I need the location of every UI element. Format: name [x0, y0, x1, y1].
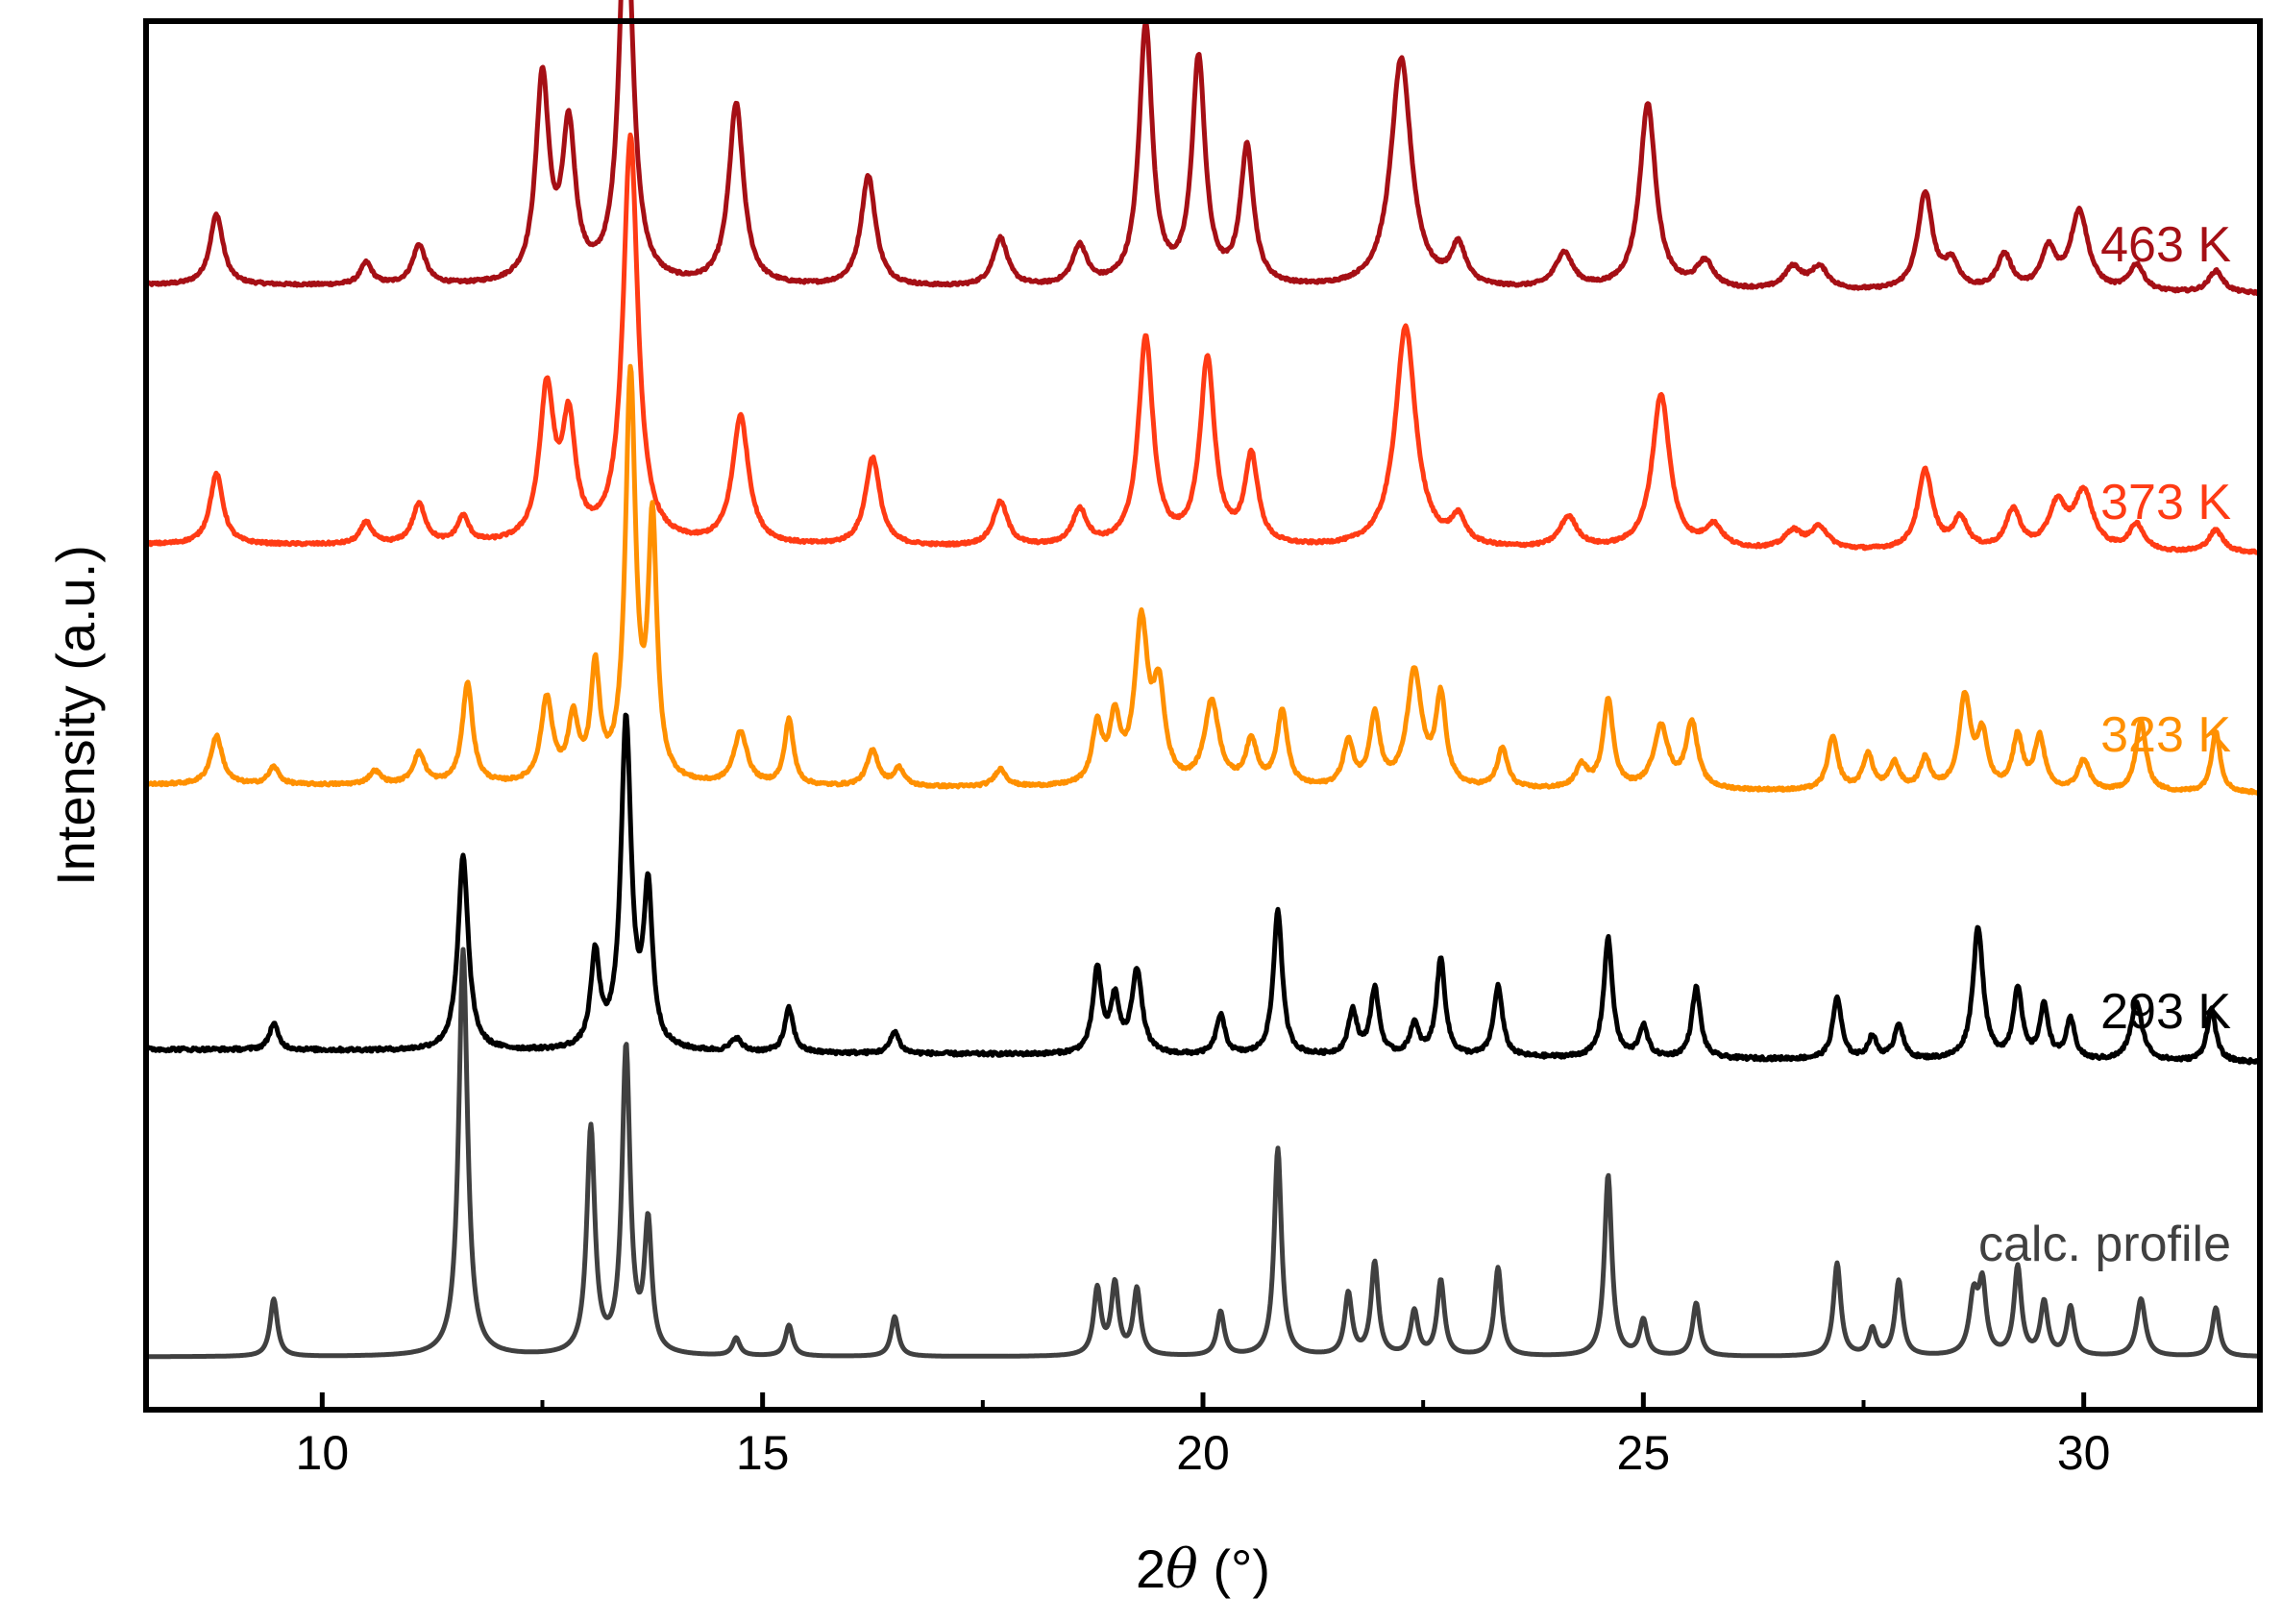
series-label-2: 323 K: [2100, 707, 2231, 763]
series-line-2: [144, 363, 2262, 796]
x-ticks: 10 15 20 25 30: [296, 1392, 2111, 1480]
x-tick-label: 10: [296, 1426, 350, 1480]
series-label-0: 463 K: [2100, 217, 2231, 273]
x-axis-title: 2θ (°): [1136, 1538, 1270, 1601]
x-tick-label: 15: [736, 1426, 790, 1480]
x-tick-label: 30: [2057, 1426, 2111, 1480]
x-tick-label: 25: [1617, 1426, 1671, 1480]
series-line-3: [144, 712, 2263, 1066]
series-label-1: 373 K: [2100, 475, 2231, 530]
series-line-1: [144, 132, 2262, 555]
x-tick-label: 20: [1176, 1426, 1230, 1480]
series-labels: 463 K 373 K 323 K 293 K calc. profile: [1978, 217, 2231, 1272]
series-layer: [144, 0, 2263, 1360]
plot-frame: [143, 18, 2263, 1413]
series-label-3: 293 K: [2100, 984, 2231, 1040]
series-line-0: [144, 0, 2263, 296]
series-line-4: [144, 947, 2262, 1360]
y-axis-title: Intensity (a.u.): [45, 545, 106, 886]
series-label-4: calc. profile: [1978, 1217, 2231, 1272]
